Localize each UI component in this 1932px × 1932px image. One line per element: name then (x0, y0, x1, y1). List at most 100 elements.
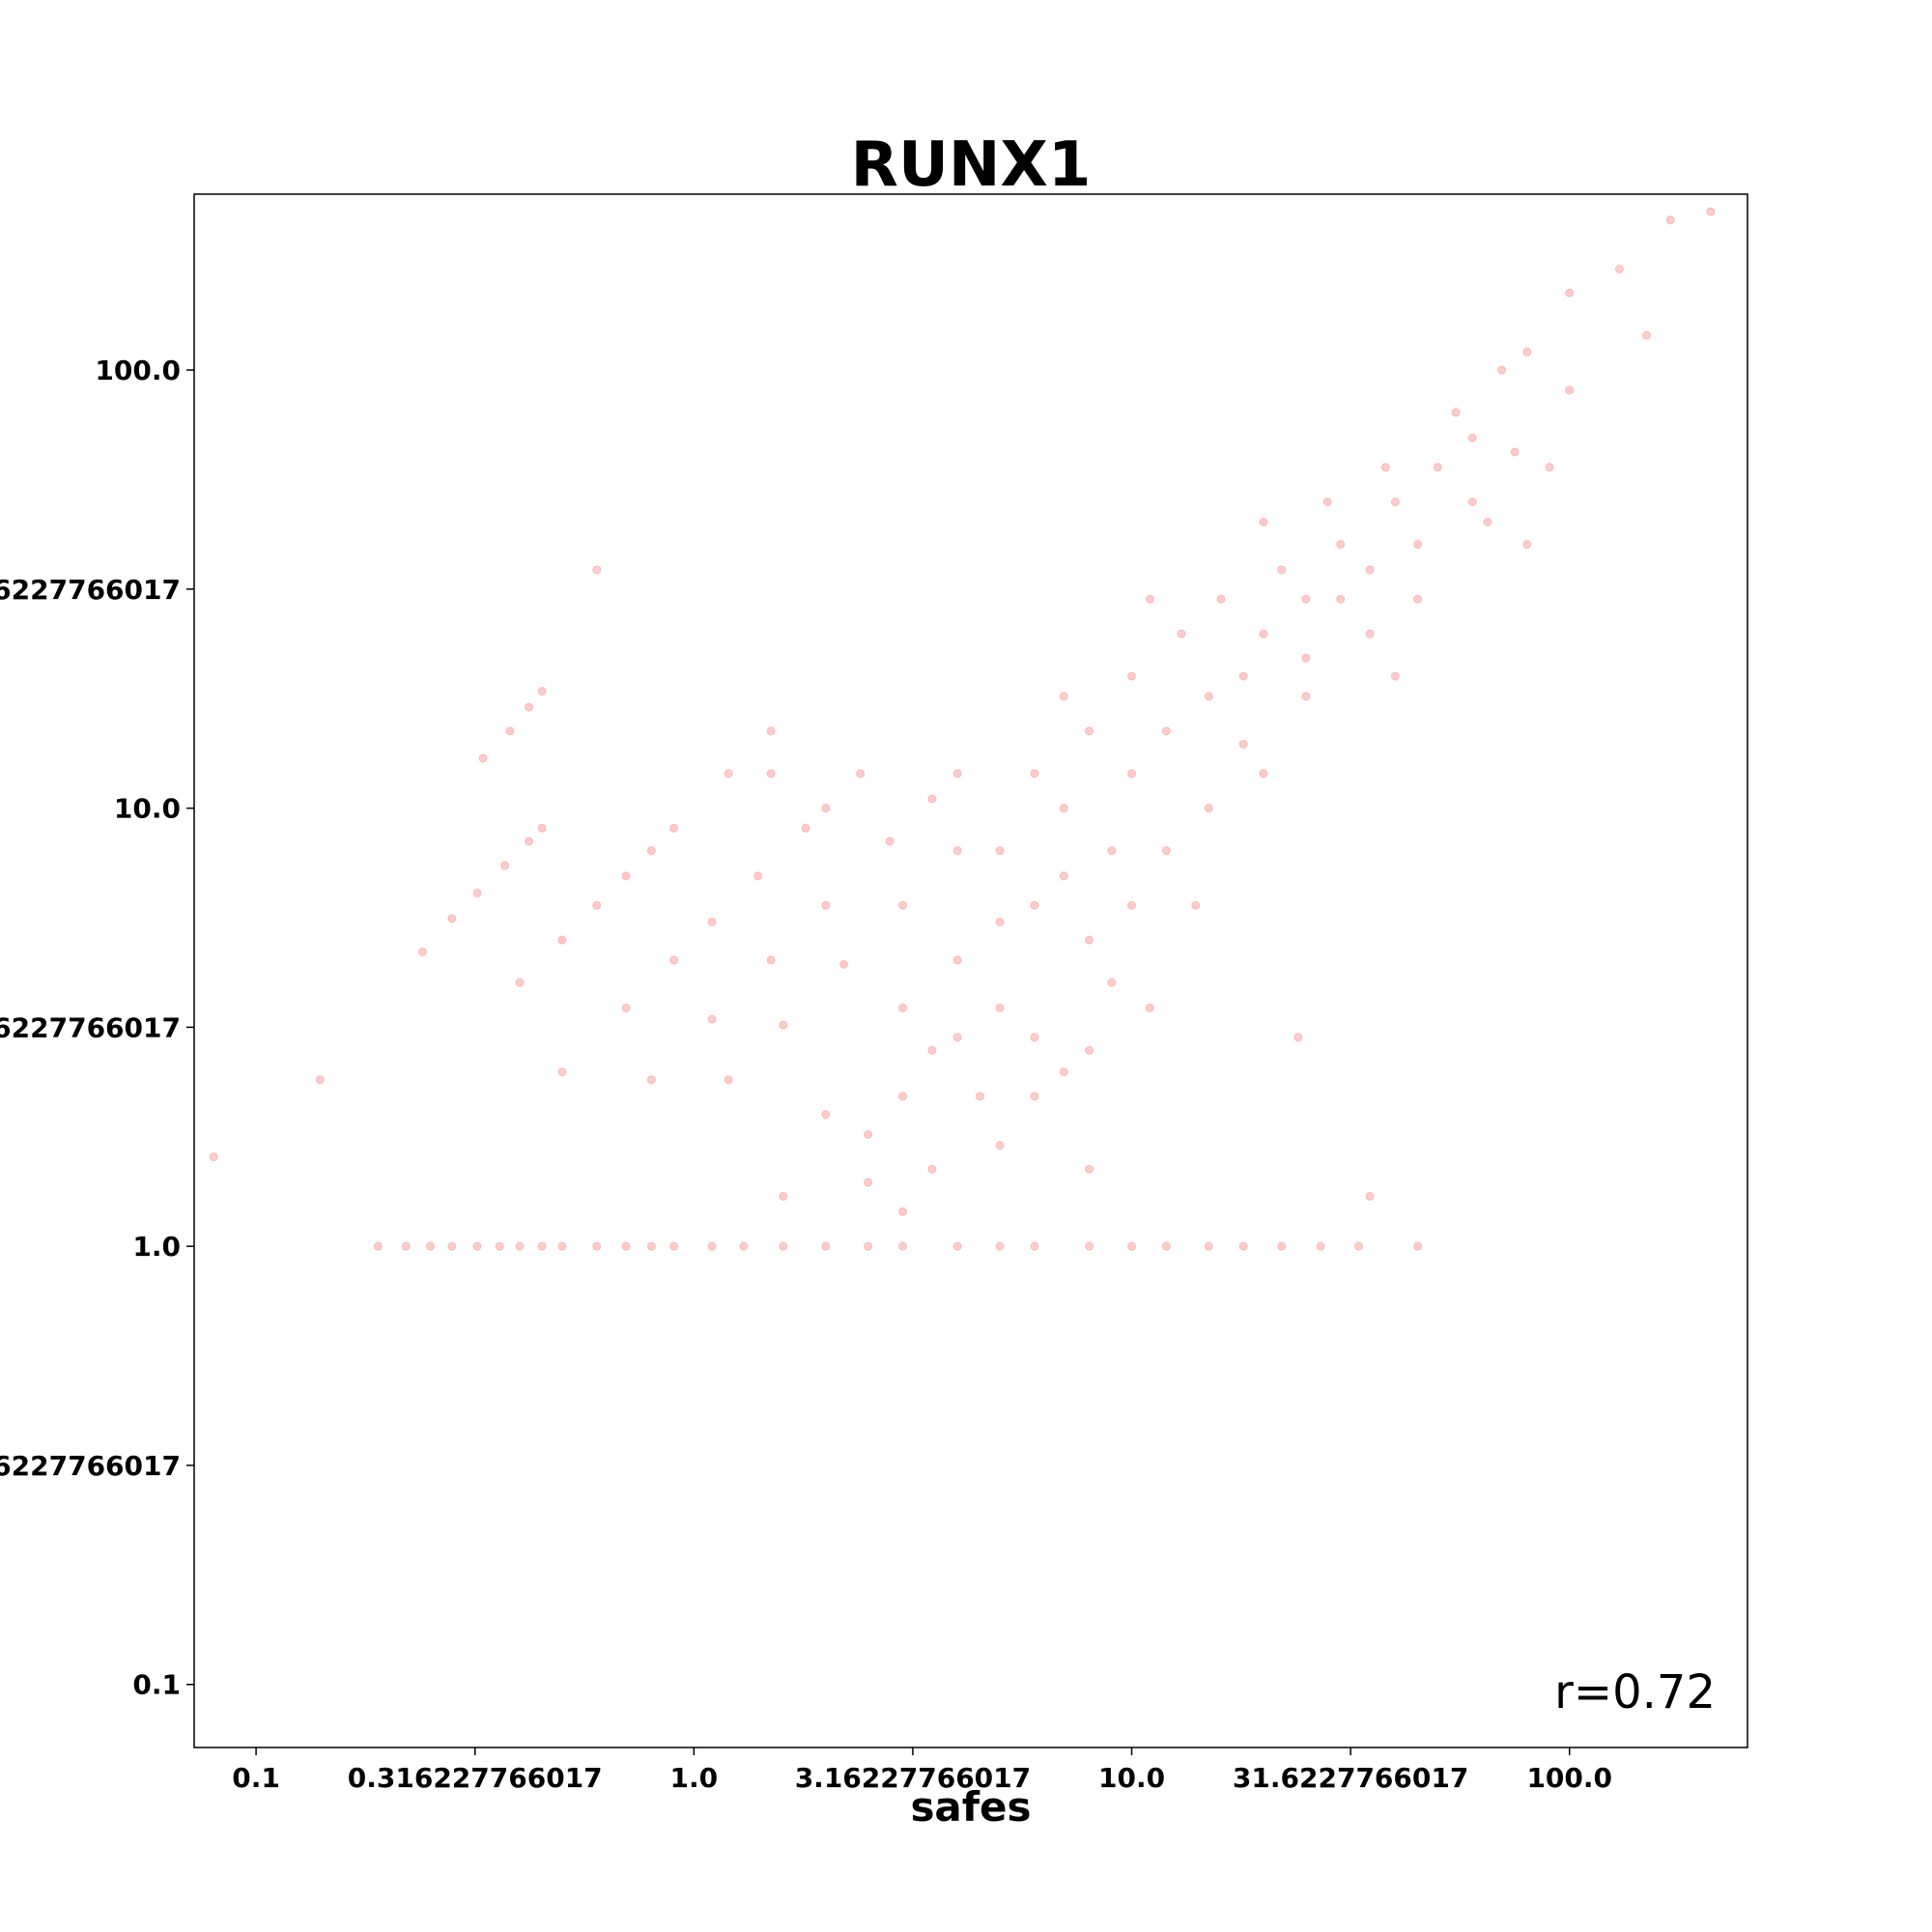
point (995, 1003, 1005, 1012)
point (401, 1241, 411, 1251)
point (707, 1241, 717, 1251)
point (1204, 692, 1213, 701)
point (1665, 215, 1675, 225)
point (1365, 629, 1375, 639)
point (1451, 408, 1461, 417)
x-tick-label: 3.16227766017 (795, 1762, 1031, 1794)
point (1642, 330, 1652, 340)
x-tick-label: 10.0 (1098, 1762, 1165, 1794)
point (995, 1241, 1005, 1251)
point (1030, 1092, 1039, 1101)
point (505, 726, 515, 736)
point (669, 1241, 679, 1251)
point (1161, 1241, 1171, 1251)
x-tick-label: 31.6227766017 (1233, 1762, 1468, 1794)
point (1030, 1033, 1039, 1042)
point (472, 1241, 482, 1251)
y-tick-label: 31.6227766017 (0, 574, 181, 606)
point (766, 726, 776, 736)
point (898, 1092, 908, 1101)
point (1259, 629, 1268, 639)
point (1085, 726, 1094, 736)
point (525, 837, 534, 846)
point (1565, 385, 1575, 395)
point (646, 1075, 656, 1085)
point (1204, 1241, 1213, 1251)
point (1059, 804, 1068, 813)
point (864, 1129, 873, 1139)
point (1085, 1241, 1094, 1251)
point (1216, 594, 1226, 604)
point (1107, 846, 1117, 856)
point (1107, 978, 1117, 987)
point (801, 823, 810, 833)
point (1706, 207, 1716, 216)
y-tick-label: 3.16227766017 (0, 1011, 181, 1043)
point (1161, 846, 1171, 856)
point (1497, 365, 1507, 375)
point (1030, 769, 1039, 779)
point (1522, 347, 1532, 356)
point (209, 1152, 218, 1162)
point (1059, 871, 1068, 881)
point (557, 1241, 567, 1251)
point (1293, 1033, 1303, 1042)
point (1316, 1241, 1325, 1251)
point (537, 823, 547, 833)
point (525, 702, 534, 712)
y-tick-label: 0.1 (132, 1669, 181, 1701)
point (766, 955, 776, 965)
y-tick-label: 0.316227766017 (0, 1450, 181, 1482)
point (975, 1092, 984, 1101)
point (1365, 1192, 1375, 1202)
point (1365, 565, 1375, 575)
point (927, 794, 937, 804)
point (1204, 804, 1213, 813)
point (515, 1241, 525, 1251)
point (557, 1067, 567, 1077)
point (1467, 433, 1477, 442)
point (952, 955, 962, 965)
point (1127, 900, 1137, 910)
point (1238, 1241, 1248, 1251)
point (1277, 1241, 1287, 1251)
point (1030, 1241, 1039, 1251)
point (779, 1192, 788, 1202)
point (821, 1110, 831, 1120)
point (1030, 900, 1039, 910)
point (417, 947, 427, 956)
point (1177, 629, 1186, 639)
point (1380, 463, 1390, 472)
point (864, 1241, 873, 1251)
point (952, 846, 962, 856)
point (1413, 540, 1423, 550)
point (864, 1178, 873, 1187)
point (621, 1241, 631, 1251)
point (537, 686, 547, 696)
point (1191, 900, 1201, 910)
point (1413, 1241, 1423, 1251)
point (1336, 540, 1346, 550)
point (898, 1003, 908, 1012)
point (839, 959, 849, 969)
point (927, 1045, 937, 1055)
point (478, 753, 488, 763)
x-tick-label: 1.0 (670, 1762, 719, 1794)
point (1059, 692, 1068, 701)
point (707, 917, 717, 926)
point (724, 1075, 733, 1085)
point (646, 846, 656, 856)
point (1301, 653, 1311, 663)
y-tick-label: 1.0 (132, 1231, 181, 1263)
point (995, 917, 1005, 926)
point (1127, 671, 1137, 681)
point (821, 1241, 831, 1251)
point (1336, 594, 1346, 604)
point (557, 935, 567, 945)
x-tick-label: 100.0 (1526, 1762, 1612, 1794)
point (1614, 265, 1624, 274)
point (1145, 594, 1154, 604)
point (1127, 769, 1137, 779)
point (537, 1241, 547, 1251)
